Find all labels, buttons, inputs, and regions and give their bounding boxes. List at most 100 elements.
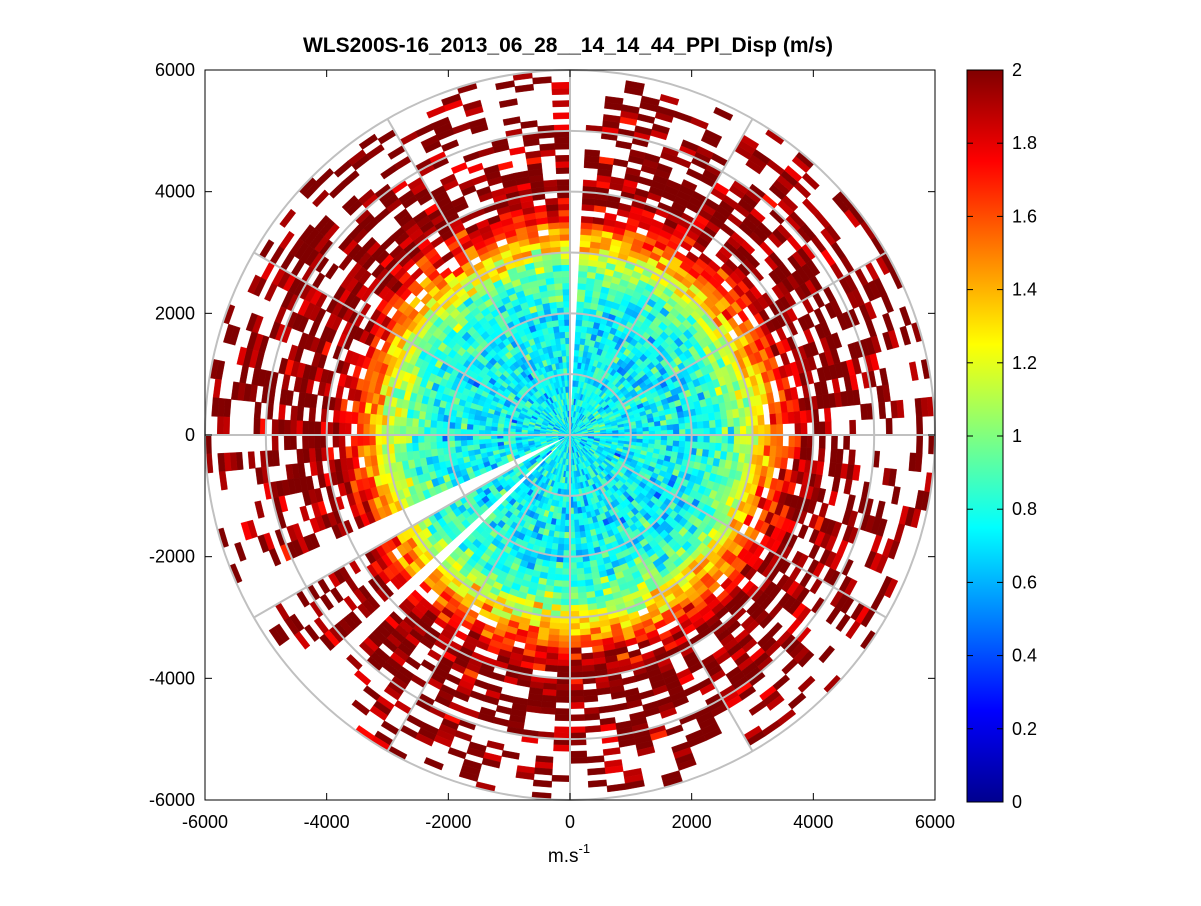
data-cell bbox=[575, 538, 581, 544]
data-cell bbox=[560, 623, 570, 629]
data-cell bbox=[297, 449, 304, 464]
data-cell bbox=[557, 180, 570, 186]
data-cell bbox=[363, 424, 369, 435]
data-cell bbox=[552, 775, 570, 782]
data-cell bbox=[552, 604, 562, 611]
data-cell bbox=[455, 441, 462, 447]
data-cell bbox=[430, 428, 436, 435]
data-cell bbox=[570, 593, 579, 599]
data-cell bbox=[560, 526, 565, 532]
data-cell bbox=[577, 568, 585, 575]
data-cell bbox=[376, 445, 383, 455]
data-cell bbox=[570, 654, 582, 660]
data-cell bbox=[733, 417, 740, 426]
data-cell bbox=[556, 161, 570, 167]
data-cell bbox=[461, 424, 467, 430]
data-cell bbox=[578, 283, 586, 290]
data-cell bbox=[436, 421, 443, 428]
data-cell bbox=[667, 424, 673, 430]
data-cell bbox=[577, 301, 584, 308]
data-cell bbox=[575, 326, 581, 332]
data-cell bbox=[339, 423, 345, 435]
data-cell bbox=[561, 265, 570, 271]
data-cell bbox=[824, 408, 831, 422]
data-cell bbox=[570, 575, 578, 581]
data-cell bbox=[559, 332, 565, 338]
data-cell bbox=[556, 167, 570, 173]
data-cell bbox=[315, 435, 321, 448]
data-cell bbox=[552, 265, 561, 272]
data-cell bbox=[579, 265, 588, 272]
data-cell bbox=[587, 756, 604, 763]
data-cell bbox=[577, 289, 585, 296]
data-cell bbox=[581, 222, 592, 229]
data-cell bbox=[585, 573, 593, 580]
data-cell bbox=[770, 413, 777, 424]
data-cell bbox=[357, 413, 364, 424]
data-cell bbox=[582, 198, 595, 205]
data-cell bbox=[570, 727, 586, 733]
data-cell bbox=[400, 444, 407, 453]
data-cell bbox=[563, 295, 570, 301]
data-cell bbox=[400, 426, 406, 435]
data-cell bbox=[555, 143, 570, 149]
data-cell bbox=[559, 635, 570, 641]
data-cell bbox=[716, 427, 722, 435]
data-cell bbox=[561, 599, 570, 605]
data-cell bbox=[553, 586, 562, 593]
data-cell bbox=[575, 532, 581, 538]
data-cell bbox=[584, 296, 592, 303]
data-cell bbox=[351, 435, 357, 446]
data-cell bbox=[425, 412, 432, 420]
data-cell bbox=[559, 326, 565, 332]
data-cell bbox=[581, 326, 587, 333]
data-cell bbox=[545, 665, 558, 672]
data-cell bbox=[554, 283, 562, 290]
data-cell bbox=[473, 420, 480, 426]
data-cell bbox=[574, 356, 578, 362]
data-cell bbox=[580, 338, 586, 345]
data-cell bbox=[555, 525, 561, 532]
data-cell bbox=[562, 587, 570, 593]
data-cell bbox=[424, 442, 431, 450]
data-cell bbox=[473, 440, 479, 445]
data-cell bbox=[734, 426, 740, 435]
data-cell bbox=[534, 768, 552, 775]
data-cell bbox=[777, 424, 783, 435]
data-cell bbox=[582, 659, 594, 666]
data-cell bbox=[278, 404, 285, 420]
data-cell bbox=[333, 410, 340, 423]
data-cell bbox=[548, 567, 556, 574]
data-cell bbox=[315, 422, 321, 435]
data-cell bbox=[430, 435, 436, 442]
data-cell bbox=[436, 428, 442, 435]
data-cell bbox=[553, 592, 562, 599]
data-cell bbox=[570, 569, 577, 575]
data-cell bbox=[541, 707, 556, 714]
data-cell bbox=[369, 435, 375, 446]
data-cell bbox=[585, 149, 600, 156]
data-cell bbox=[570, 757, 587, 764]
data-cell bbox=[437, 448, 444, 456]
data-cell bbox=[562, 283, 570, 289]
data-cell bbox=[702, 413, 709, 421]
data-cell bbox=[555, 295, 563, 302]
data-cell bbox=[309, 408, 316, 422]
data-cell bbox=[739, 417, 746, 427]
data-cell bbox=[562, 581, 570, 587]
data-cell bbox=[559, 648, 570, 654]
data-cell bbox=[697, 421, 704, 428]
data-cell bbox=[740, 426, 746, 435]
data-cell bbox=[491, 427, 497, 431]
data-cell bbox=[272, 435, 278, 451]
data-cell bbox=[412, 418, 419, 427]
data-cell bbox=[722, 427, 728, 435]
data-cell bbox=[248, 452, 255, 469]
data-cell bbox=[556, 519, 561, 526]
data-cell bbox=[254, 418, 261, 435]
data-cell bbox=[582, 665, 595, 672]
data-cell bbox=[394, 426, 400, 435]
data-cell bbox=[333, 435, 339, 447]
data-cell bbox=[727, 418, 734, 427]
